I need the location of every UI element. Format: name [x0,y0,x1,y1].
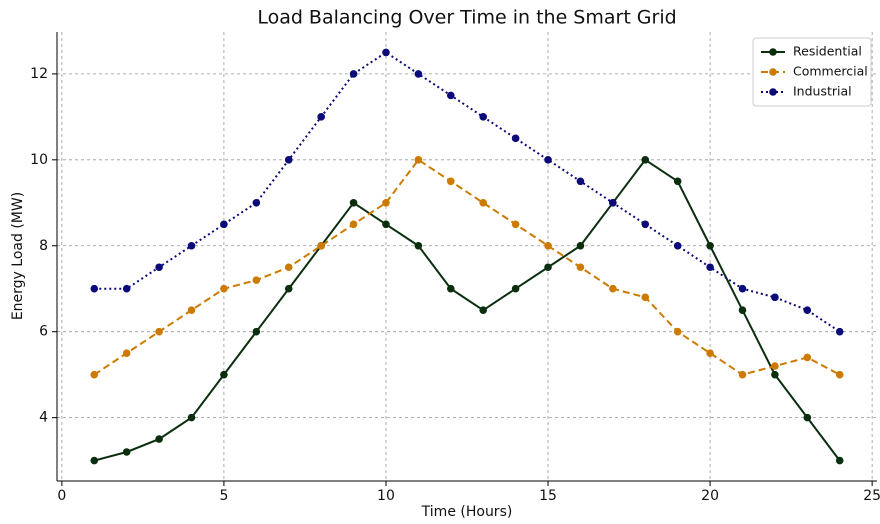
marker [835,370,844,379]
marker [511,220,520,229]
marker [284,284,293,293]
marker [414,156,423,164]
line [94,51,841,333]
marker [252,276,261,284]
marker [155,435,163,443]
marker [382,48,390,57]
marker [511,284,520,293]
y-tick-label: 8 [39,238,48,254]
marker [673,241,682,250]
legend-label: Commercial [793,64,868,79]
x-tick-label: 20 [701,488,719,504]
legend: Residential Commercial Industrial [752,37,872,107]
marker [641,293,650,302]
marker [479,198,488,207]
marker [835,456,844,465]
x-tick-label: 15 [539,488,557,504]
marker [511,134,520,143]
y-tick-label: 12 [30,66,48,82]
marker [641,220,650,229]
marker [349,198,358,207]
marker [446,91,455,100]
marker [479,306,488,315]
marker [479,113,488,121]
x-tick-label: 5 [219,488,228,504]
x-tick-label: 10 [377,488,395,504]
marker [738,284,747,293]
marker [706,263,714,272]
marker [771,293,779,302]
marker [771,370,779,379]
marker [252,198,261,207]
marker [220,284,228,293]
x-axis-label: Time (Hours) [421,504,513,520]
marker [122,448,131,456]
marker [771,362,779,370]
marker [835,327,844,336]
legend-box [752,37,872,107]
marker [673,327,682,336]
marker [284,263,293,272]
marker [414,241,423,250]
marker [122,349,131,357]
marker [803,306,812,315]
marker [414,70,423,78]
marker [187,413,196,422]
marker [544,156,552,164]
marker [349,220,358,229]
marker [544,241,552,250]
marker [382,220,390,229]
marker [220,220,228,229]
marker [317,113,325,121]
marker [90,370,99,379]
legend-label: Residential [793,44,862,59]
marker [576,177,585,186]
x-tick-label: 25 [863,488,880,504]
marker [803,413,812,422]
marker [576,241,585,250]
x-tick-label: 0 [57,488,66,504]
marker [803,353,812,362]
marker [317,241,325,250]
legend-marker [769,48,777,56]
y-tick-label: 6 [39,324,48,340]
legend-marker [769,68,777,76]
line [93,158,841,376]
marker [446,177,455,186]
marker [155,327,163,336]
y-tick-label: 4 [39,410,48,426]
marker [576,263,585,272]
marker [349,70,358,78]
marker [738,370,747,379]
marker [187,241,196,250]
chart-title: Load Balancing Over Time in the Smart Gr… [257,7,676,29]
marker [155,263,163,272]
y-axis-label: Energy Load (MW) [10,192,26,320]
marker [673,177,682,186]
marker [446,284,455,293]
marker [220,370,228,379]
marker [252,327,261,336]
marker [284,156,293,164]
y-tick-label: 10 [30,152,48,168]
marker [609,284,617,293]
marker [738,306,747,315]
marker [90,456,99,465]
marker [382,198,390,207]
legend-marker [769,88,777,96]
marker [706,349,714,357]
marker [706,241,714,250]
legend-label: Industrial [793,84,852,99]
marker [609,198,617,207]
marker [641,156,650,164]
marker [187,306,196,315]
marker [544,263,552,272]
line [94,158,841,462]
marker [122,284,131,293]
marker [90,284,99,293]
